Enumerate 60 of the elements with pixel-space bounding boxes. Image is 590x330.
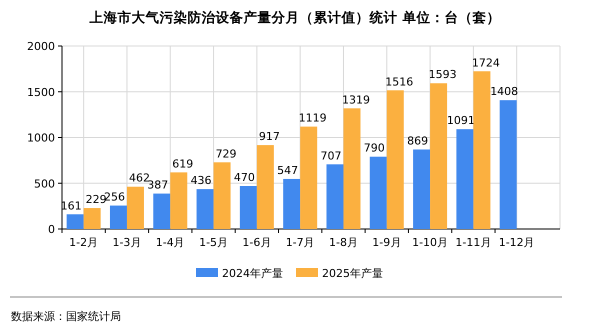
data-label: 707 xyxy=(320,149,342,162)
data-label: 387 xyxy=(147,178,168,192)
data-label: 619 xyxy=(172,157,194,170)
bar xyxy=(473,71,490,229)
bar xyxy=(386,90,404,229)
bar xyxy=(240,186,257,229)
data-label: 790 xyxy=(364,142,385,155)
bar xyxy=(413,149,430,229)
bar xyxy=(110,206,127,229)
x-tick-label: 1-9月 xyxy=(372,236,402,249)
data-label: 470 xyxy=(234,170,255,184)
x-tick-label: 1-12月 xyxy=(498,236,535,249)
legend-label: 2025年产量 xyxy=(322,267,383,280)
bar xyxy=(500,100,517,229)
data-label: 1091 xyxy=(446,114,475,128)
y-tick-label: 1500 xyxy=(27,86,55,99)
x-tick-label: 1-7月 xyxy=(286,236,315,249)
bar xyxy=(66,214,84,229)
data-label: 729 xyxy=(216,147,237,160)
x-tick-label: 1-11月 xyxy=(455,236,492,249)
bar xyxy=(430,83,448,229)
y-tick-label: 1000 xyxy=(27,132,55,144)
data-label: 1119 xyxy=(298,112,327,125)
data-label: 1319 xyxy=(342,93,370,106)
x-tick-label: 1-8月 xyxy=(328,236,358,249)
y-tick-label: 500 xyxy=(34,177,55,190)
source-note: 数据来源：国家统计局 xyxy=(11,310,121,323)
data-label: 869 xyxy=(407,134,428,148)
bar xyxy=(126,186,144,229)
bar xyxy=(256,145,274,229)
bar xyxy=(196,189,214,229)
data-label: 1593 xyxy=(428,68,457,82)
data-label: 1724 xyxy=(472,56,500,70)
data-label: 917 xyxy=(258,130,280,144)
x-tick-label: 1-4月 xyxy=(156,236,185,249)
x-tick-label: 1-6月 xyxy=(242,236,272,249)
bar xyxy=(326,164,344,229)
bar xyxy=(300,126,318,229)
data-label: 436 xyxy=(190,174,212,188)
data-label: 1408 xyxy=(490,85,518,98)
bar xyxy=(343,108,360,229)
y-tick-label: 2000 xyxy=(27,40,55,53)
legend-label: 2024年产量 xyxy=(222,267,283,280)
bar xyxy=(170,172,188,229)
x-tick-label: 1-5月 xyxy=(199,236,228,249)
data-label: 547 xyxy=(277,164,298,177)
x-tick-label: 1-2月 xyxy=(69,236,98,249)
x-tick-label: 1-10月 xyxy=(412,236,448,249)
bar xyxy=(456,129,474,229)
bar xyxy=(84,208,101,229)
bar xyxy=(153,194,170,229)
bar xyxy=(283,178,300,229)
x-tick-label: 1-3月 xyxy=(112,236,142,249)
y-tick-label: 0 xyxy=(48,223,55,236)
chart-title: 上海市大气污染防治设备产量分月（累计值）统计 单位：台（套） xyxy=(88,9,500,26)
bar xyxy=(214,162,231,229)
data-label: 161 xyxy=(60,199,82,212)
data-label: 1516 xyxy=(385,75,414,88)
data-label: 462 xyxy=(128,172,150,185)
bar xyxy=(370,156,387,229)
